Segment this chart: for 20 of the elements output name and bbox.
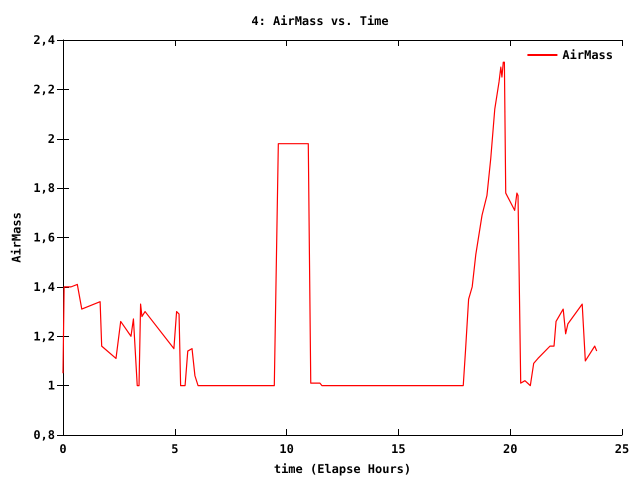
chart-title: 4: AirMass vs. Time bbox=[251, 14, 389, 28]
y-tick-label: 2 bbox=[48, 132, 55, 146]
y-tick-label: 1,2 bbox=[33, 329, 55, 344]
line-series bbox=[62, 62, 598, 386]
x-tick-label: 10 bbox=[279, 442, 294, 456]
y-tick-label: 2,4 bbox=[33, 33, 55, 47]
y-axis-title: AirMass bbox=[9, 212, 24, 263]
x-tick-label: 25 bbox=[614, 442, 630, 456]
legend-label: AirMass bbox=[562, 48, 614, 62]
x-axis-title: time (Elapse Hours) bbox=[274, 462, 412, 476]
y-tick-label: 1,4 bbox=[33, 280, 55, 294]
y-tick-label: 0,8 bbox=[33, 428, 55, 442]
y-tick-label: 1,6 bbox=[33, 230, 55, 244]
x-tick-label: 0 bbox=[59, 442, 67, 456]
x-tick-label: 5 bbox=[171, 442, 178, 456]
x-tick-label: 20 bbox=[502, 442, 518, 456]
y-tick-label: 1,8 bbox=[33, 181, 55, 196]
y-tick-label: 2,2 bbox=[33, 82, 55, 96]
x-tick-label: 15 bbox=[391, 442, 406, 456]
y-tick-label: 1 bbox=[48, 378, 55, 393]
